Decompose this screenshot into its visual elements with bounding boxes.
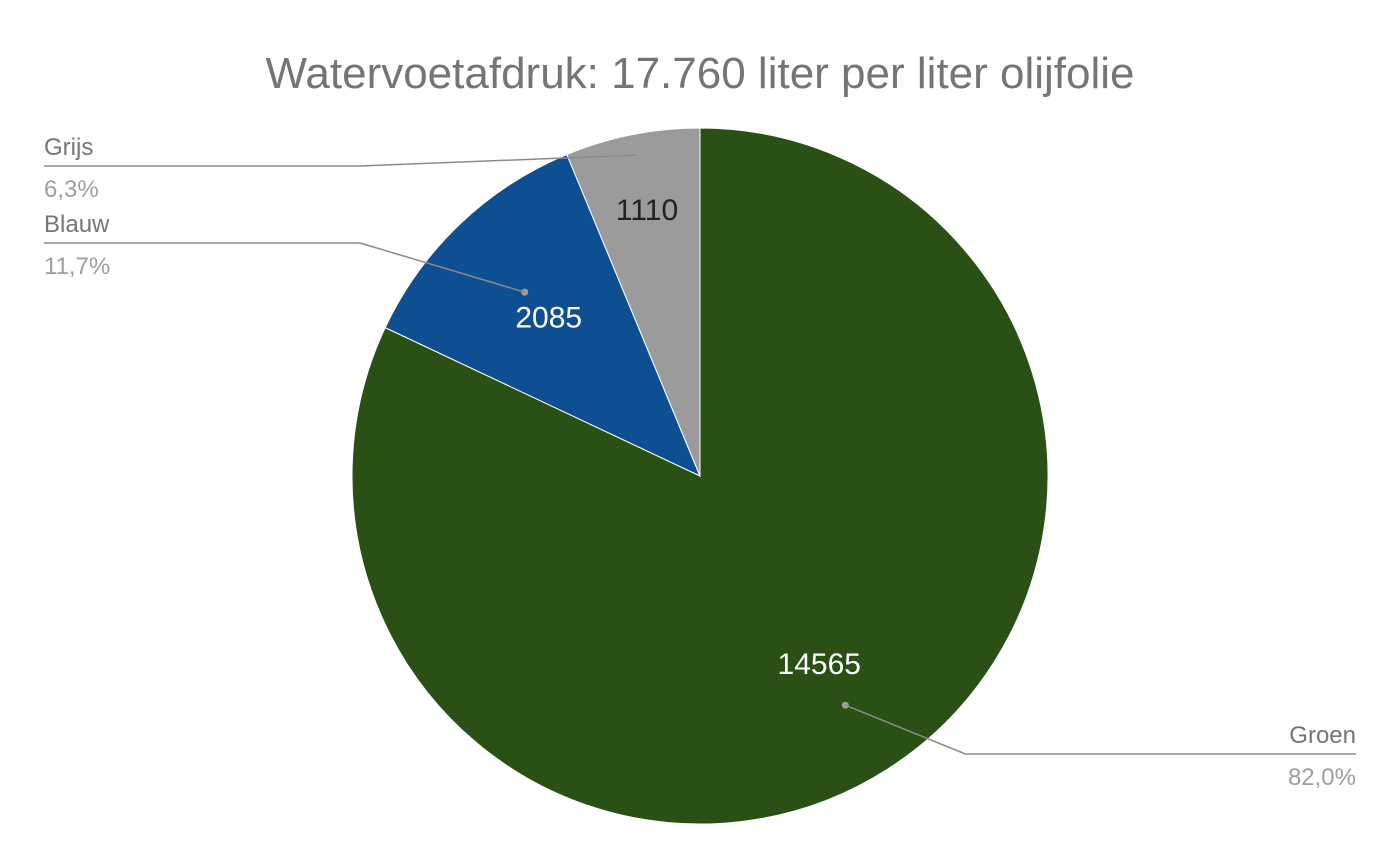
callout-leader-line xyxy=(44,242,525,293)
callout-leader-line xyxy=(845,704,1356,755)
slice-value-label-grijs: 1110 xyxy=(616,194,678,227)
slice-value-label-groen: 14565 xyxy=(778,648,861,681)
callout-percent: 82,0% xyxy=(1288,764,1356,791)
slice-callouts: Groen 82,0% Blauw 11,7% Grijs 6,3% xyxy=(44,134,1356,791)
callout-leader-line xyxy=(44,154,637,167)
callout-percent: 11,7% xyxy=(44,253,110,280)
callout-name: Blauw xyxy=(44,211,110,238)
chart-title: Watervoetafdruk: 17.760 liter per liter … xyxy=(266,49,1135,98)
callout-name: Groen xyxy=(1289,722,1356,749)
callout-name: Grijs xyxy=(44,134,93,161)
pie-slice-blauw xyxy=(384,153,701,478)
callout-percent: 6,3% xyxy=(44,176,99,203)
callout-groen: Groen 82,0% xyxy=(841,701,1356,791)
slice-value-labels: 14565 2085 1110 xyxy=(515,194,861,681)
slice-value-label-blauw: 2085 xyxy=(515,301,582,334)
callout-grijs: Grijs 6,3% xyxy=(44,134,640,203)
pie-slices xyxy=(351,127,1049,825)
pie-slice-groen xyxy=(351,127,1049,825)
pie-slice-grijs xyxy=(566,127,701,477)
callout-blauw: Blauw 11,7% xyxy=(44,211,529,296)
